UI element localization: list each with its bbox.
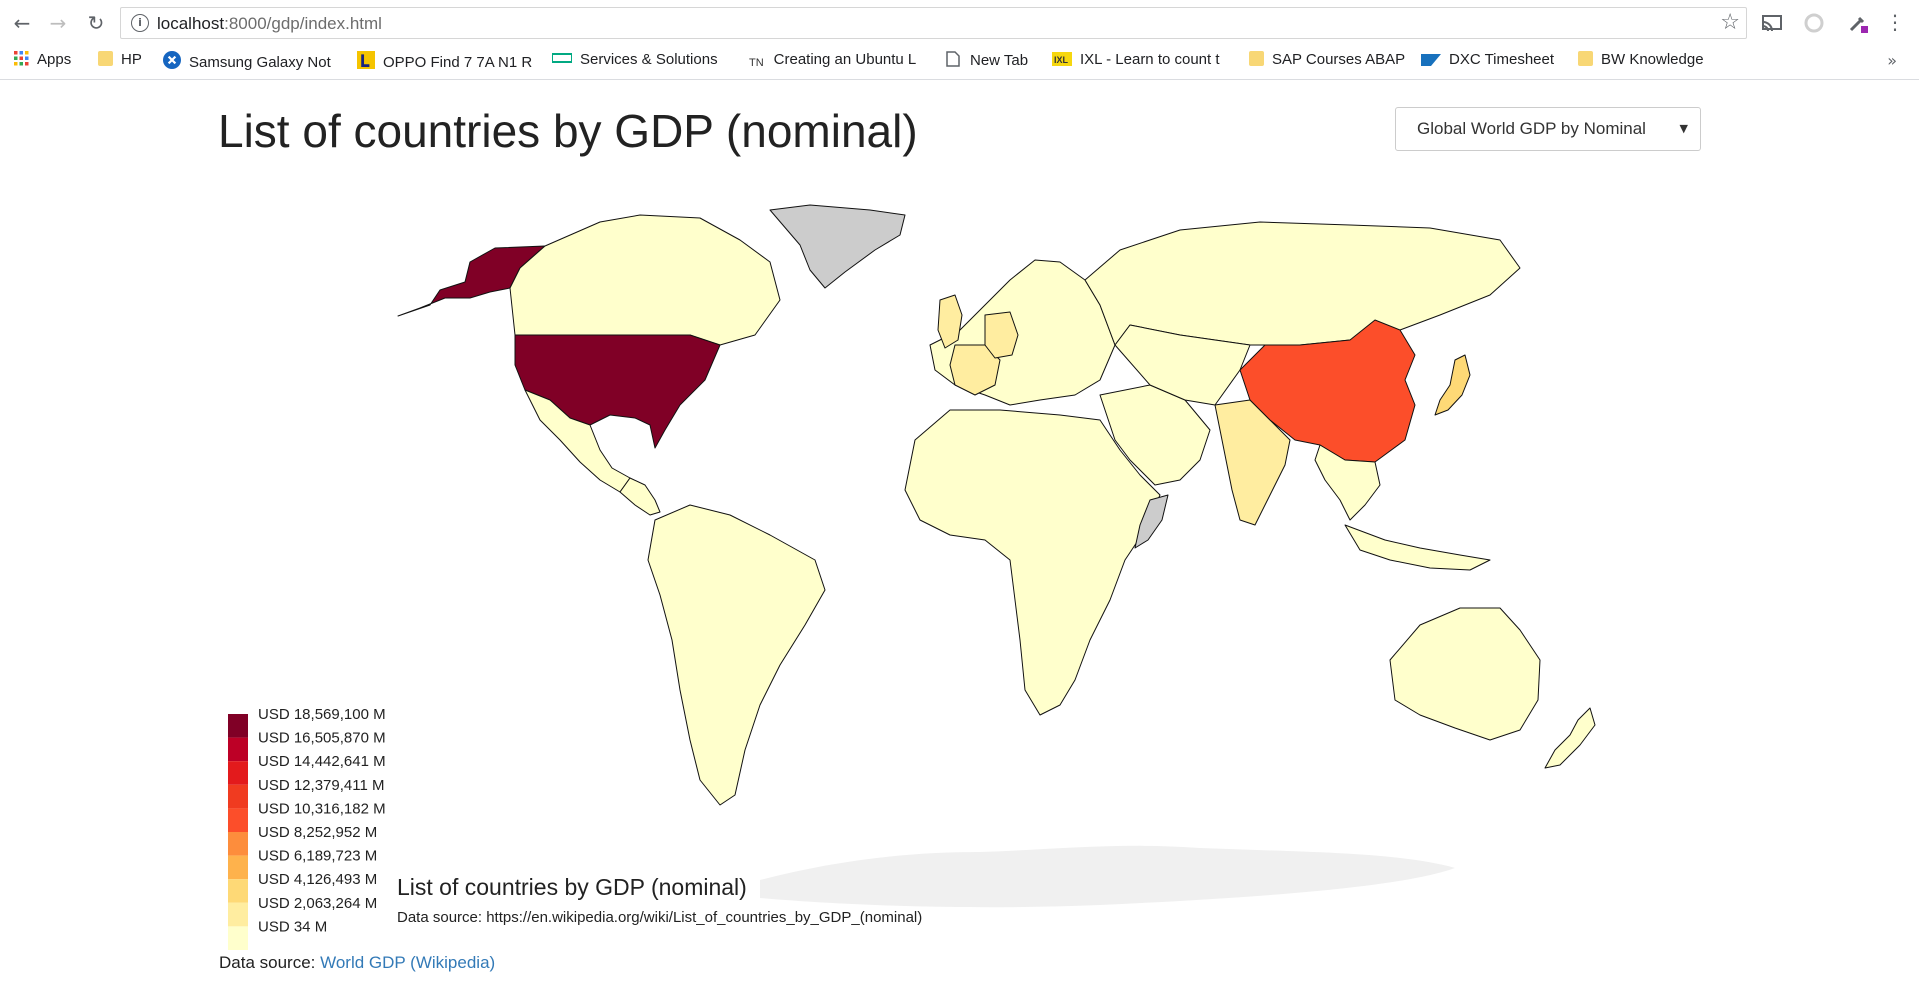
legend-swatch xyxy=(228,855,248,880)
legend-swatch xyxy=(228,761,248,785)
region-greenland[interactable] xyxy=(769,204,906,289)
apps-grid-icon xyxy=(14,51,29,66)
legend-label: USD 18,569,100 M xyxy=(258,706,386,723)
hpe-icon xyxy=(552,53,572,63)
footer-source-prefix: Data source: xyxy=(219,953,321,972)
legend-swatch xyxy=(228,879,248,903)
dataset-select[interactable]: Global World GDP by Nominal ▼ xyxy=(1395,107,1701,151)
bookmarks-overflow-icon[interactable]: » xyxy=(1887,51,1897,70)
bookmark-star-icon[interactable]: ☆ xyxy=(1720,10,1740,35)
chrome-menu-icon[interactable]: ⋮ xyxy=(1885,10,1905,34)
region-united-states[interactable] xyxy=(514,334,721,449)
forward-arrow-icon[interactable]: → xyxy=(49,11,67,35)
bookmark-label: DXC Timesheet xyxy=(1449,51,1555,68)
bookmark-label: IXL - Learn to count t xyxy=(1080,51,1220,68)
region-canada[interactable] xyxy=(509,214,781,346)
region-south-america[interactable] xyxy=(647,504,826,806)
region-new-zealand[interactable] xyxy=(1544,707,1596,769)
region-china[interactable] xyxy=(1239,319,1416,463)
bookmark-apps[interactable]: Apps xyxy=(14,51,84,71)
bookmark-dxc[interactable]: DXC Timesheet xyxy=(1421,51,1571,71)
folder-icon xyxy=(1249,51,1264,66)
bookmark-hp[interactable]: HP xyxy=(98,51,158,71)
bookmark-sap-courses[interactable]: SAP Courses ABAP xyxy=(1249,51,1409,71)
back-arrow-icon[interactable]: ← xyxy=(13,11,31,35)
page-icon xyxy=(946,51,960,67)
region-australia[interactable] xyxy=(1389,607,1541,741)
wikipedia-link[interactable]: World GDP (Wikipedia) xyxy=(320,953,496,972)
legend-swatch xyxy=(228,808,248,832)
dataset-select-value: Global World GDP by Nominal xyxy=(1417,119,1646,138)
bookmark-services[interactable]: Services & Solutions xyxy=(552,51,730,71)
cast-icon[interactable] xyxy=(1761,12,1783,34)
address-bar[interactable]: i localhost:8000/gdp/index.html ☆ xyxy=(120,7,1747,39)
legend-swatch xyxy=(228,714,248,738)
map-source: Data source: https://en.wikipedia.org/wi… xyxy=(397,909,923,926)
region-germany[interactable] xyxy=(984,311,1019,359)
url-host: localhost xyxy=(157,14,225,33)
region-antarctica[interactable] xyxy=(760,845,1455,908)
bookmark-label: Apps xyxy=(37,51,72,68)
bookmark-oppo[interactable]: OPPO Find 7 7A N1 R xyxy=(357,51,537,71)
reload-icon[interactable]: ↻ xyxy=(87,11,105,35)
browser-toolbar: ← → ↻ i localhost:8000/gdp/index.html ☆ … xyxy=(0,0,1919,43)
legend-swatch xyxy=(228,902,248,927)
svg-text:IXL: IXL xyxy=(1054,55,1069,65)
ixl-icon: IXL xyxy=(1052,52,1072,66)
bookmark-ixl[interactable]: IXL IXL - Learn to count t xyxy=(1052,51,1224,71)
eyedropper-extension-icon[interactable] xyxy=(1847,12,1869,34)
page-title: List of countries by GDP (nominal) xyxy=(218,105,918,157)
sap-icon xyxy=(1421,54,1441,66)
bookmark-label: HP xyxy=(121,51,142,68)
legend-label: USD 14,442,641 M xyxy=(258,753,386,770)
legend-label: USD 6,189,723 M xyxy=(258,848,377,865)
info-icon[interactable]: i xyxy=(131,14,149,32)
region-indonesia[interactable] xyxy=(1344,524,1491,571)
legend-label: USD 2,063,264 M xyxy=(258,895,377,912)
legend-swatch xyxy=(228,784,248,809)
oppo-icon xyxy=(357,51,375,69)
bookmark-label: Creating an Ubuntu L xyxy=(773,51,917,68)
bookmark-label: BW Knowledge xyxy=(1601,51,1704,68)
legend-label: USD 12,379,411 M xyxy=(258,777,384,794)
address-url: localhost:8000/gdp/index.html xyxy=(157,14,382,34)
map-subtitle: List of countries by GDP (nominal) xyxy=(397,874,747,900)
bookmark-ubuntu[interactable]: TN Creating an Ubuntu L xyxy=(749,51,927,71)
samsung-icon xyxy=(163,51,181,69)
region-somalia[interactable] xyxy=(1134,494,1169,549)
legend-label: USD 4,126,493 M xyxy=(258,871,377,888)
legend-label: USD 16,505,870 M xyxy=(258,730,386,747)
bookmark-label: OPPO Find 7 7A N1 R xyxy=(383,54,533,71)
region-africa[interactable] xyxy=(904,409,1161,716)
legend-swatch xyxy=(228,926,248,950)
bookmark-label: SAP Courses ABAP xyxy=(1272,51,1406,68)
legend-label: USD 34 M xyxy=(258,918,327,935)
bookmark-new-tab[interactable]: New Tab xyxy=(946,51,1046,71)
extension-circle-icon[interactable] xyxy=(1803,12,1825,34)
chevron-down-icon: ▼ xyxy=(1679,122,1688,135)
bookmark-label: New Tab xyxy=(970,52,1029,69)
legend: USD 18,569,100 M USD 16,505,870 M USD 14,4… xyxy=(228,706,386,950)
bookmarks-bar: Apps HP Samsung Galaxy Not OPPO Find 7 7… xyxy=(0,43,1919,80)
region-russia[interactable] xyxy=(1084,221,1521,346)
tn-icon: TN xyxy=(749,57,764,69)
bookmark-bw[interactable]: BW Knowledge xyxy=(1578,51,1728,71)
region-japan[interactable] xyxy=(1434,354,1471,416)
url-path: :8000/gdp/index.html xyxy=(224,14,382,33)
bookmark-label: Services & Solutions xyxy=(580,51,718,68)
legend-label: USD 10,316,182 M xyxy=(258,800,386,817)
folder-icon xyxy=(1578,51,1593,66)
region-southeast-asia[interactable] xyxy=(1314,444,1381,521)
folder-icon xyxy=(98,51,113,66)
footer-source: Data source: World GDP (Wikipedia) xyxy=(219,953,495,973)
region-united-kingdom[interactable] xyxy=(937,294,963,349)
region-central-america[interactable] xyxy=(619,477,661,516)
legend-swatch xyxy=(228,832,248,856)
legend-label: USD 8,252,952 M xyxy=(258,824,377,841)
bookmark-samsung[interactable]: Samsung Galaxy Not xyxy=(163,51,341,71)
legend-swatch xyxy=(228,737,248,762)
bookmark-label: Samsung Galaxy Not xyxy=(189,54,331,71)
